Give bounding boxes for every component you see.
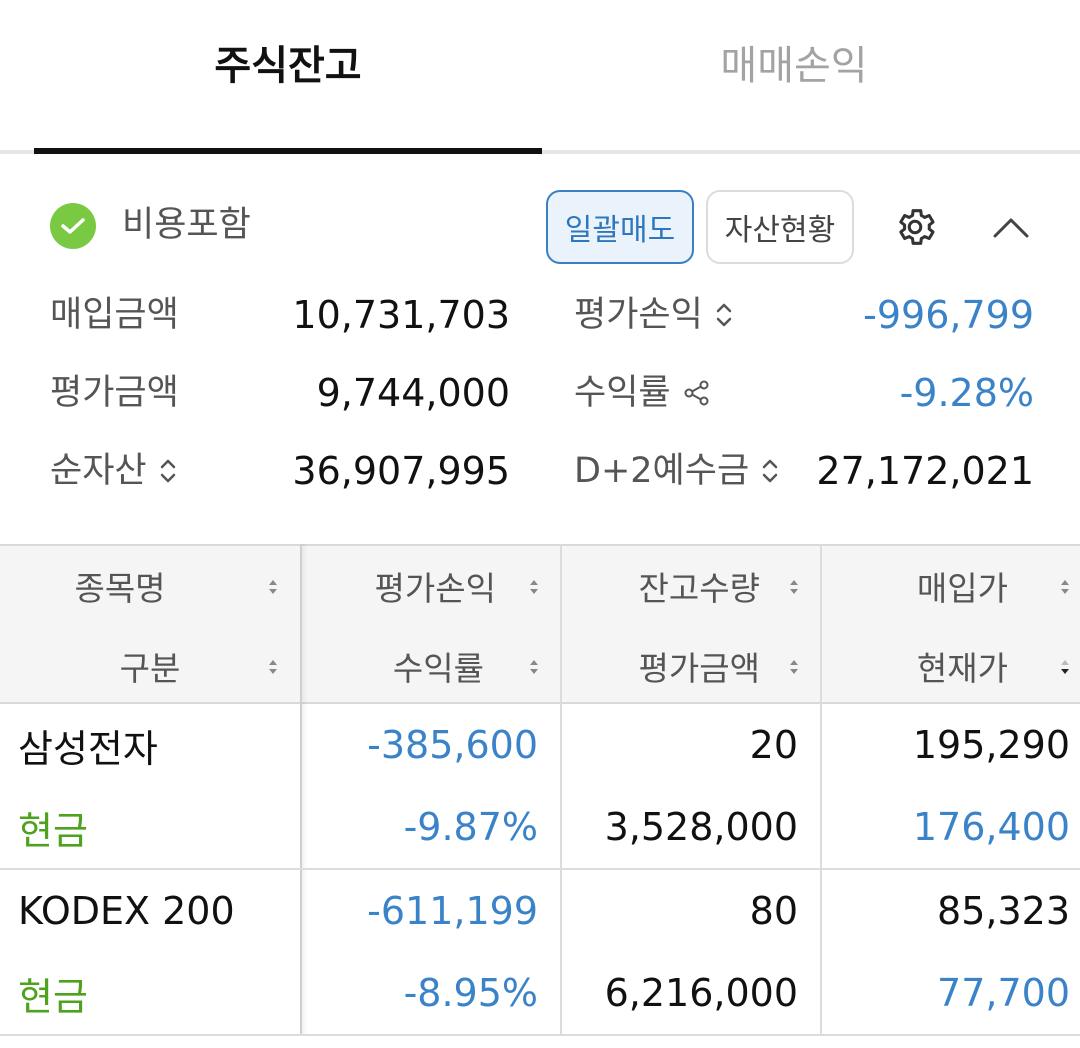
stock-qty: 20 [749, 723, 798, 767]
return-rate-label-text: 수익률 [574, 373, 671, 413]
header-category[interactable]: 구분 [119, 649, 181, 688]
stock-buy-price: 195,290 [912, 723, 1070, 767]
stock-eval-amount: 6,216,000 [604, 971, 798, 1015]
bulk-sell-button[interactable]: 일괄매도 [546, 190, 694, 264]
eval-amount-value: 9,744,000 [316, 371, 510, 415]
sort-icon[interactable] [527, 656, 541, 678]
net-asset-label[interactable]: 순자산 [50, 446, 177, 496]
gear-icon[interactable] [892, 204, 938, 250]
eval-pnl-value: -996,799 [863, 293, 1034, 337]
net-asset-label-text: 순자산 [50, 451, 147, 491]
d2-deposit-label-text: D+2예수금 [574, 451, 750, 491]
sort-toggle-icon[interactable] [761, 456, 779, 486]
stock-eval-pnl: -385,600 [367, 723, 538, 767]
stock-name: 삼성전자 [18, 726, 158, 771]
table-row[interactable]: KODEX 200 현금 -611,199 -8.95% 80 6,216,00… [0, 870, 1080, 1036]
header-qty[interactable]: 잔고수량 [638, 569, 760, 608]
return-rate-label[interactable]: 수익률 [574, 368, 711, 418]
column-divider [560, 544, 562, 1036]
sort-toggle-icon[interactable] [715, 300, 733, 330]
stock-eval-amount: 3,528,000 [604, 805, 798, 849]
stock-qty: 80 [749, 889, 798, 933]
asset-status-button[interactable]: 자산현황 [706, 190, 854, 264]
stock-current-price: 176,400 [912, 805, 1070, 849]
header-stock-name[interactable]: 종목명 [74, 569, 166, 608]
sort-icon[interactable] [527, 576, 541, 598]
stock-name: KODEX 200 [18, 889, 235, 933]
eval-amount-label: 평가금액 [50, 373, 179, 413]
sort-icon[interactable] [266, 576, 280, 598]
freeze-shadow [300, 544, 308, 1036]
stock-return-rate: -8.95% [403, 971, 538, 1015]
include-fee-label[interactable]: 비용포함 [122, 205, 251, 245]
sort-icon[interactable] [787, 656, 801, 678]
column-divider [300, 544, 302, 1036]
stock-current-price: 77,700 [937, 971, 1070, 1015]
tab-trade-pnl[interactable]: 매매손익 [720, 43, 868, 89]
sort-icon[interactable] [266, 656, 280, 678]
stock-category: 현금 [18, 974, 88, 1019]
net-asset-value: 36,907,995 [292, 449, 510, 493]
chevron-up-icon[interactable] [988, 208, 1034, 248]
header-eval-pnl[interactable]: 평가손익 [374, 569, 496, 608]
return-rate-value: -9.28% [899, 371, 1034, 415]
table-row[interactable]: 삼성전자 현금 -385,600 -9.87% 20 3,528,000 195… [0, 704, 1080, 870]
header-return-rate[interactable]: 수익률 [392, 649, 484, 688]
column-divider [820, 544, 822, 1036]
stock-eval-pnl: -611,199 [367, 889, 538, 933]
purchase-amount-label: 매입금액 [50, 295, 179, 335]
stock-return-rate: -9.87% [403, 805, 538, 849]
tab-active-indicator [34, 148, 542, 154]
check-icon[interactable] [50, 203, 96, 249]
d2-deposit-value: 27,172,021 [816, 449, 1034, 493]
sort-icon[interactable] [1058, 576, 1072, 598]
tab-stock-balance[interactable]: 주식잔고 [214, 43, 362, 89]
d2-deposit-label[interactable]: D+2예수금 [574, 446, 779, 496]
sort-desc-icon[interactable] [1058, 656, 1072, 678]
header-eval-amount[interactable]: 평가금액 [638, 649, 760, 688]
sort-icon[interactable] [787, 576, 801, 598]
header-current-price[interactable]: 현재가 [916, 649, 1008, 688]
tab-bar: 주식잔고 매매손익 [0, 0, 1080, 154]
stock-category: 현금 [18, 808, 88, 853]
sort-toggle-icon[interactable] [159, 456, 177, 486]
eval-pnl-label-text: 평가손익 [574, 295, 703, 335]
table-header: 종목명 구분 평가손익 수익률 잔고수량 평가금액 매입가 현재가 [0, 544, 1080, 704]
purchase-amount-value: 10,731,703 [292, 293, 510, 337]
eval-pnl-label[interactable]: 평가손익 [574, 290, 733, 340]
share-icon[interactable] [683, 379, 711, 407]
stock-buy-price: 85,323 [937, 889, 1070, 933]
header-buy-price[interactable]: 매입가 [916, 569, 1008, 608]
